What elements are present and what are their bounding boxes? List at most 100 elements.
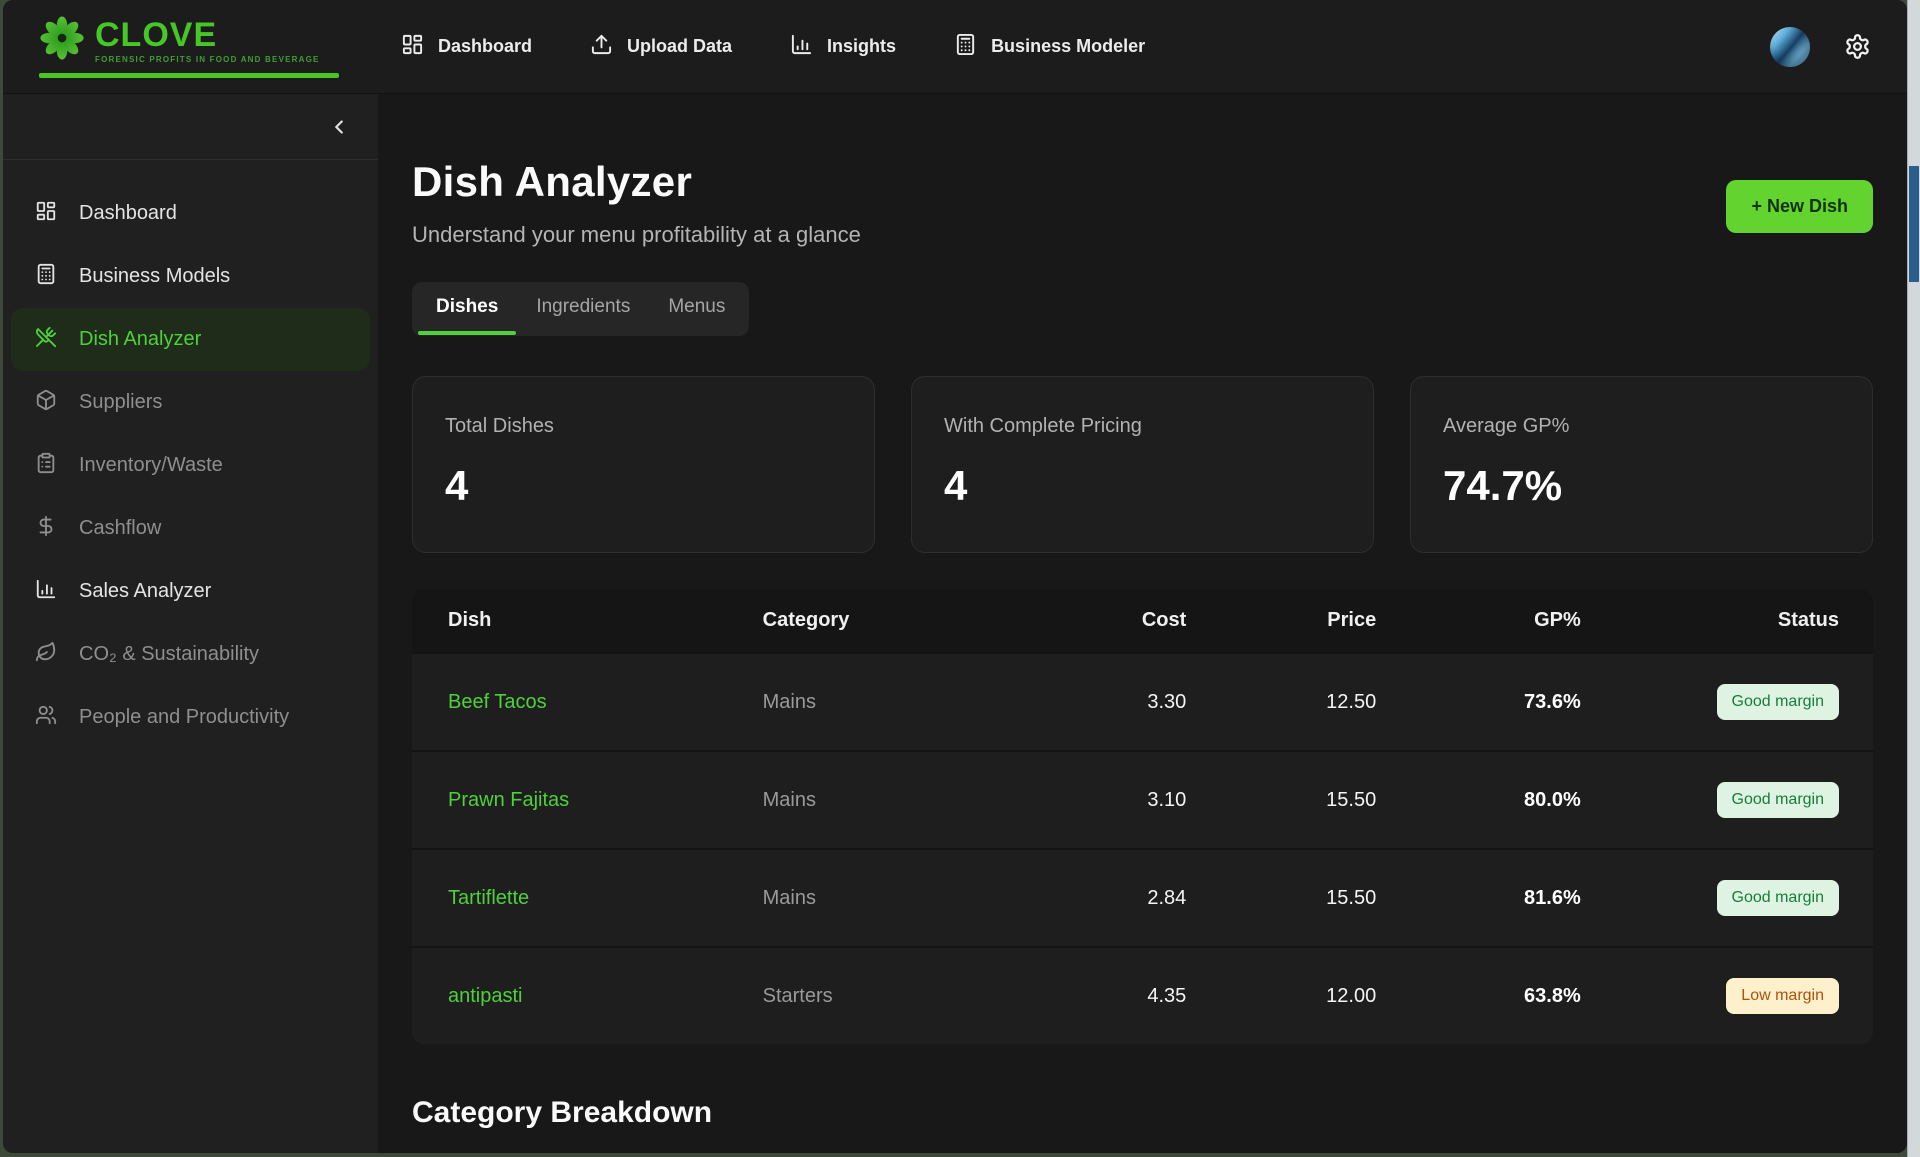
sidebar-item-label: Dish Analyzer [79, 328, 201, 351]
status-badge: Good margin [1717, 880, 1840, 916]
column-header-gp: GP% [1376, 589, 1581, 653]
sidebar-header [3, 94, 378, 160]
sidebar-item-label: Cashflow [79, 517, 161, 540]
column-header-category: Category [763, 589, 1011, 653]
sidebar-item-label: Inventory/Waste [79, 454, 223, 477]
dish-cost: 4.35 [1011, 947, 1186, 1044]
status-badge: Good margin [1717, 684, 1840, 720]
utensils-crossed-icon [35, 326, 57, 354]
table-header-row: Dish Category Cost Price GP% Status [412, 589, 1873, 653]
sidebar-item-dashboard[interactable]: Dashboard [11, 182, 370, 245]
logo-underline [39, 73, 339, 78]
dish-gp: 73.6% [1376, 653, 1581, 751]
dish-gp: 80.0% [1376, 751, 1581, 849]
sidebar-item-label: Business Models [79, 265, 230, 288]
calculator-icon [954, 33, 977, 61]
table-row: Beef Tacos Mains 3.30 12.50 73.6% Good m… [412, 653, 1873, 751]
stat-label: Total Dishes [445, 415, 842, 438]
stat-value: 4 [944, 462, 1341, 510]
tab-dishes[interactable]: Dishes [420, 290, 514, 324]
stat-label: Average GP% [1443, 415, 1840, 438]
stat-value: 74.7% [1443, 462, 1840, 510]
dollar-icon [35, 515, 57, 543]
sidebar-item-inventory-waste[interactable]: Inventory/Waste [11, 434, 370, 497]
nav-item-business-modeler[interactable]: Business Modeler [954, 33, 1145, 61]
stat-card-average-gp: Average GP% 74.7% [1410, 376, 1873, 553]
sidebar: Dashboard Business Models [3, 94, 378, 1153]
bar-chart-icon [35, 578, 57, 606]
sidebar-nav: Dashboard Business Models [3, 160, 378, 771]
stat-label: With Complete Pricing [944, 415, 1341, 438]
sidebar-item-sales-analyzer[interactable]: Sales Analyzer [11, 560, 370, 623]
clover-flower-icon [39, 15, 85, 66]
package-icon [35, 389, 57, 417]
top-nav-menu: Dashboard Upload Data Insights [401, 33, 1145, 61]
sidebar-item-people-productivity[interactable]: People and Productivity [11, 686, 370, 749]
sidebar-item-label: CO₂ & Sustainability [79, 643, 259, 666]
tab-menus[interactable]: Menus [652, 290, 741, 324]
grid-icon [401, 33, 424, 61]
dish-gp: 63.8% [1376, 947, 1581, 1044]
dish-price: 15.50 [1186, 849, 1376, 947]
nav-item-insights[interactable]: Insights [790, 33, 896, 61]
sidebar-item-suppliers[interactable]: Suppliers [11, 371, 370, 434]
dish-gp: 81.6% [1376, 849, 1581, 947]
nav-item-label: Upload Data [627, 36, 732, 57]
sidebar-item-cashflow[interactable]: Cashflow [11, 497, 370, 560]
table-row: Tartiflette Mains 2.84 15.50 81.6% Good … [412, 849, 1873, 947]
sidebar-item-business-models[interactable]: Business Models [11, 245, 370, 308]
nav-item-label: Business Modeler [991, 36, 1145, 57]
dish-link[interactable]: Tartiflette [448, 887, 529, 909]
dish-link[interactable]: Beef Tacos [448, 691, 547, 713]
status-badge: Low margin [1726, 978, 1839, 1014]
category-breakdown-title: Category Breakdown [412, 1096, 1873, 1130]
table-row: antipasti Starters 4.35 12.00 63.8% Low … [412, 947, 1873, 1044]
top-navbar: CLOVE FORENSIC PROFITS IN FOOD AND BEVER… [3, 0, 1907, 94]
sidebar-item-dish-analyzer[interactable]: Dish Analyzer [11, 308, 370, 371]
column-header-dish: Dish [412, 589, 763, 653]
stat-card-complete-pricing: With Complete Pricing 4 [911, 376, 1374, 553]
upload-icon [590, 33, 613, 61]
dish-link[interactable]: antipasti [448, 985, 523, 1007]
window-scrollbar-thumb[interactable] [1909, 166, 1919, 282]
users-icon [35, 704, 57, 732]
logo-tagline: FORENSIC PROFITS IN FOOD AND BEVERAGE [95, 55, 320, 64]
dish-table: Dish Category Cost Price GP% Status Beef… [412, 589, 1873, 1044]
settings-gear-icon[interactable] [1844, 33, 1871, 60]
navbar-right [1770, 27, 1871, 67]
table-row: Prawn Fajitas Mains 3.10 15.50 80.0% Goo… [412, 751, 1873, 849]
sidebar-item-co2-sustainability[interactable]: CO₂ & Sustainability [11, 623, 370, 686]
dish-link[interactable]: Prawn Fajitas [448, 789, 569, 811]
dish-category: Mains [763, 849, 1011, 947]
bar-chart-icon [790, 33, 813, 61]
dish-cost: 3.10 [1011, 751, 1186, 849]
column-header-cost: Cost [1011, 589, 1186, 653]
page-title: Dish Analyzer [412, 158, 861, 206]
clipboard-icon [35, 452, 57, 480]
sidebar-item-label: Suppliers [79, 391, 162, 414]
dish-price: 12.00 [1186, 947, 1376, 1044]
stat-card-total-dishes: Total Dishes 4 [412, 376, 875, 553]
window-scrollbar-track[interactable] [1907, 0, 1920, 1157]
page-header: Dish Analyzer Understand your menu profi… [412, 158, 1873, 248]
nav-item-label: Insights [827, 36, 896, 57]
clove-logo[interactable]: CLOVE FORENSIC PROFITS IN FOOD AND BEVER… [39, 15, 339, 78]
page-subtitle: Understand your menu profitability at a … [412, 222, 861, 248]
column-header-price: Price [1186, 589, 1376, 653]
chevron-left-icon [328, 116, 350, 138]
new-dish-button[interactable]: + New Dish [1726, 180, 1873, 233]
nav-item-dashboard[interactable]: Dashboard [401, 33, 532, 61]
tab-ingredients[interactable]: Ingredients [520, 290, 646, 324]
sidebar-collapse-button[interactable] [328, 116, 350, 138]
app-window: CLOVE FORENSIC PROFITS IN FOOD AND BEVER… [3, 0, 1907, 1153]
sidebar-item-label: Sales Analyzer [79, 580, 211, 603]
user-avatar[interactable] [1770, 27, 1810, 67]
dish-price: 12.50 [1186, 653, 1376, 751]
stat-cards: Total Dishes 4 With Complete Pricing 4 A… [412, 376, 1873, 553]
dish-category: Mains [763, 653, 1011, 751]
column-header-status: Status [1581, 589, 1873, 653]
dish-price: 15.50 [1186, 751, 1376, 849]
dish-category: Mains [763, 751, 1011, 849]
nav-item-upload-data[interactable]: Upload Data [590, 33, 732, 61]
main-content: Dish Analyzer Understand your menu profi… [378, 94, 1907, 1153]
